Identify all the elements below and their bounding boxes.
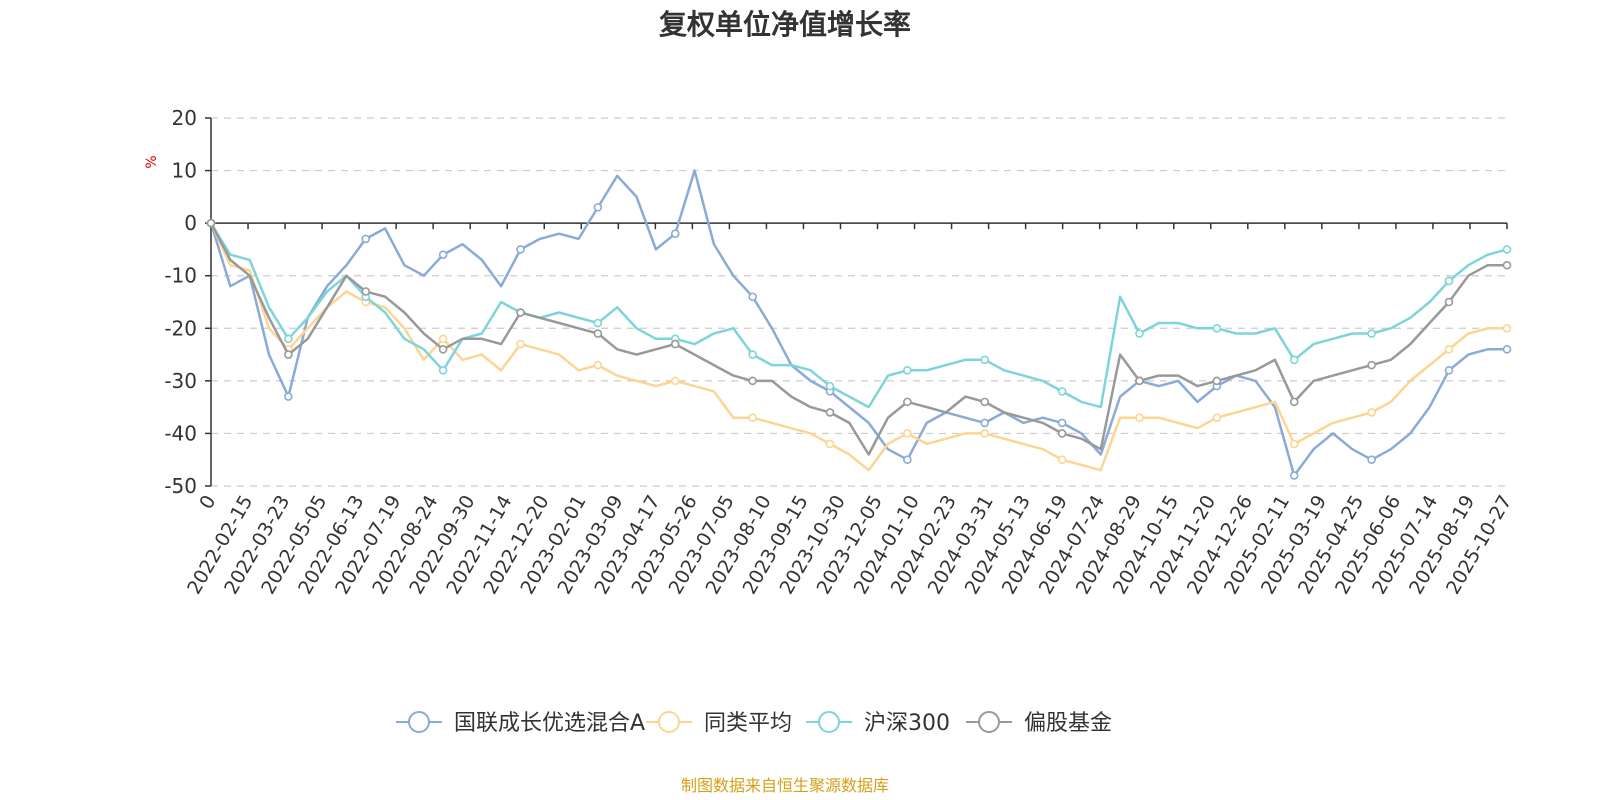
legend-label: 偏股基金 xyxy=(1024,711,1112,736)
data-point xyxy=(748,376,757,386)
data-point xyxy=(980,429,990,438)
data-point xyxy=(748,292,757,302)
data-point xyxy=(1444,276,1454,286)
data-point xyxy=(1289,471,1299,480)
data-point xyxy=(593,203,603,212)
data-point xyxy=(1135,329,1144,338)
data-point xyxy=(670,376,680,386)
data-point xyxy=(1502,260,1512,270)
data-point xyxy=(516,339,525,349)
data-point xyxy=(1502,345,1512,354)
y-tick-label: -40 xyxy=(164,421,197,445)
legend-item[interactable]: 偏股基金 xyxy=(966,711,1112,736)
data-point xyxy=(1444,366,1454,375)
data-point xyxy=(1057,418,1067,428)
legend-item[interactable]: 沪深300 xyxy=(806,711,950,736)
grid-lines xyxy=(211,117,1507,487)
legend-label: 沪深300 xyxy=(864,711,950,736)
data-point xyxy=(438,345,448,354)
data-point xyxy=(825,381,835,391)
data-point xyxy=(1057,387,1067,396)
y-tick-label: -20 xyxy=(164,316,197,340)
data-point xyxy=(903,397,912,407)
legend-marker-icon xyxy=(818,711,840,733)
data-point xyxy=(1502,245,1512,254)
y-tick-label: -50 xyxy=(164,474,197,498)
data-point xyxy=(670,229,680,238)
data-point xyxy=(1444,345,1454,354)
data-point xyxy=(1289,439,1299,449)
legend-marker-icon xyxy=(408,711,430,733)
data-point xyxy=(593,318,603,328)
legend-marker-icon xyxy=(978,711,1000,733)
data-point xyxy=(980,418,990,428)
data-point xyxy=(1212,376,1222,386)
x-tick-label: 0 xyxy=(195,492,220,513)
data-point xyxy=(903,366,912,375)
legend-item[interactable]: 国联成长优选混合A xyxy=(396,711,645,736)
data-point xyxy=(284,392,293,401)
data-point xyxy=(284,334,293,344)
data-point xyxy=(1444,297,1454,307)
chart-title: 复权单位净值增长率 xyxy=(659,8,911,41)
source-note: 制图数据来自恒生聚源数据库 xyxy=(681,776,889,795)
data-point xyxy=(825,439,835,449)
data-point xyxy=(1289,397,1299,407)
y-tick-label: 20 xyxy=(172,106,197,130)
legend-label: 国联成长优选混合A xyxy=(454,711,645,736)
data-point xyxy=(825,408,835,417)
data-point xyxy=(903,429,912,438)
data-point xyxy=(284,350,293,359)
y-tick-label: 0 xyxy=(184,211,197,235)
series-lines xyxy=(206,169,1512,480)
data-point xyxy=(593,329,603,338)
data-point xyxy=(1367,455,1376,465)
data-point xyxy=(1135,413,1144,422)
data-point xyxy=(748,350,757,359)
data-point xyxy=(361,234,371,244)
data-point xyxy=(980,355,990,365)
data-point xyxy=(670,339,680,349)
data-point xyxy=(438,250,448,259)
series-line xyxy=(209,222,1507,456)
data-point xyxy=(1212,413,1222,422)
data-point xyxy=(1367,329,1376,338)
data-point xyxy=(1367,360,1376,370)
series-0 xyxy=(206,169,1512,480)
data-point xyxy=(206,218,216,228)
legend-item[interactable]: 同类平均 xyxy=(646,711,792,736)
y-tick-label: 10 xyxy=(172,159,197,183)
axes: 20100-10-20-30-40-5002022-02-152022-03-2… xyxy=(164,106,1516,598)
series-1 xyxy=(206,218,1512,472)
legend[interactable]: 国联成长优选混合A 同类平均 沪深300 偏股基金 xyxy=(396,711,1112,736)
data-point xyxy=(1367,408,1376,417)
data-point xyxy=(1212,323,1222,333)
series-line xyxy=(209,222,1508,409)
data-point xyxy=(593,360,603,370)
data-point xyxy=(1057,455,1067,465)
data-point xyxy=(980,397,990,407)
data-point xyxy=(1057,429,1067,438)
y-tick-label: -30 xyxy=(164,369,197,393)
data-point xyxy=(1135,376,1144,386)
data-point xyxy=(903,455,912,465)
legend-marker-icon xyxy=(658,711,680,733)
series-line xyxy=(209,222,1507,472)
data-point xyxy=(438,366,448,375)
data-point xyxy=(748,413,757,422)
data-point xyxy=(516,245,525,254)
legend-label: 同类平均 xyxy=(704,711,792,736)
series-3 xyxy=(206,218,1512,456)
series-2 xyxy=(206,218,1512,409)
y-tick-label: -10 xyxy=(164,264,197,288)
y-axis-unit-label: % xyxy=(144,155,160,168)
data-point xyxy=(361,287,371,296)
series-line xyxy=(209,169,1507,477)
data-point xyxy=(516,308,525,317)
data-point xyxy=(1289,355,1299,365)
data-point xyxy=(1502,323,1512,333)
data-point xyxy=(438,334,448,344)
